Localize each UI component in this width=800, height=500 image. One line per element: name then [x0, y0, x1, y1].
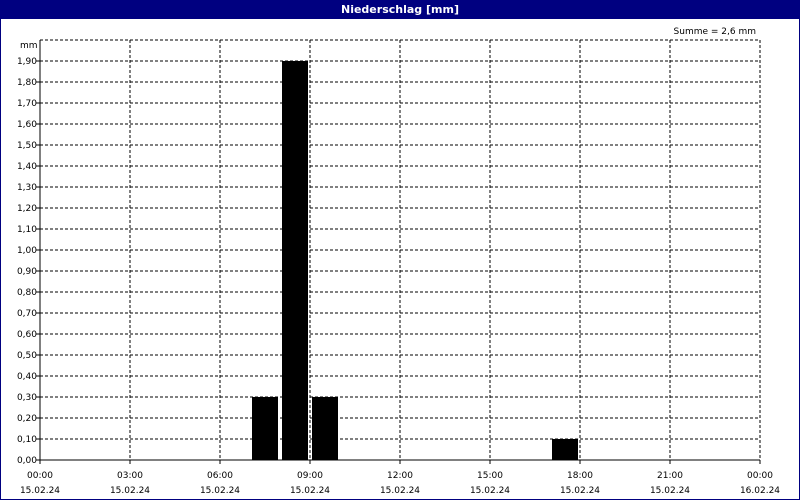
precipitation-bar: [552, 439, 578, 460]
y-tick-label: 0,50: [17, 351, 37, 361]
x-tick-time-label: 00:00: [27, 471, 53, 481]
y-tick-label: 0,60: [17, 330, 37, 340]
y-tick-label: 0,90: [17, 267, 37, 277]
sum-label: Summe = 2,6 mm: [674, 27, 756, 37]
x-tick-date-label: 15.02.24: [20, 486, 60, 496]
y-tick-label: 1,40: [17, 162, 37, 172]
x-tick-date-label: 15.02.24: [560, 486, 600, 496]
y-tick-label: 0,20: [17, 414, 37, 424]
x-tick-date-label: 15.02.24: [200, 486, 240, 496]
bar-layer: [252, 61, 578, 460]
y-tick-label: 1,10: [17, 225, 37, 235]
y-tick-label: 1,20: [17, 204, 37, 214]
y-tick-label: 0,70: [17, 309, 37, 319]
y-tick-label: 1,70: [17, 99, 37, 109]
precipitation-bar: [312, 397, 338, 460]
x-tick-time-label: 15:00: [477, 471, 503, 481]
x-tick-time-label: 21:00: [657, 471, 683, 481]
x-tick-date-label: 15.02.24: [470, 486, 510, 496]
y-tick-label: 1,00: [17, 246, 37, 256]
axis-layer: 0,00 0,10 0,20 0,30 0,40 0,50 0,60 0,70 0,80 0,90…: [17, 40, 780, 496]
y-tick-label: 1,30: [17, 183, 37, 193]
precipitation-bar: [282, 61, 308, 460]
x-tick-date-label: 15.02.24: [290, 486, 330, 496]
x-tick-time-label: 12:00: [387, 471, 413, 481]
grid-layer: [40, 39, 761, 460]
x-tick-time-label: 18:00: [567, 471, 593, 481]
y-tick-label: 0,80: [17, 288, 37, 298]
x-tick-date-label: 15.02.24: [110, 486, 150, 496]
x-tick-time-label: 00:00: [747, 471, 773, 481]
chart-title: Niederschlag [mm]: [0, 0, 800, 19]
y-tick-label: 0,40: [17, 372, 37, 382]
y-tick-label: 1,80: [17, 78, 37, 88]
x-tick-time-label: 03:00: [117, 471, 143, 481]
y-tick-label: 1,60: [17, 120, 37, 130]
y-tick-label: 0,30: [17, 393, 37, 403]
y-tick-label: 0,10: [17, 435, 37, 445]
y-axis-unit-label: mm: [20, 41, 38, 51]
y-tick-label: 0,00: [17, 456, 37, 466]
precipitation-bar: [252, 397, 278, 460]
x-tick-time-label: 09:00: [297, 471, 323, 481]
x-tick-time-label: 06:00: [207, 471, 233, 481]
y-tick-label: 1,90: [17, 57, 37, 67]
x-tick-date-label: 16.02.24: [740, 486, 780, 496]
y-tick-label: 1,50: [17, 141, 37, 151]
x-tick-date-label: 15.02.24: [380, 486, 420, 496]
x-tick-date-label: 15.02.24: [650, 486, 690, 496]
